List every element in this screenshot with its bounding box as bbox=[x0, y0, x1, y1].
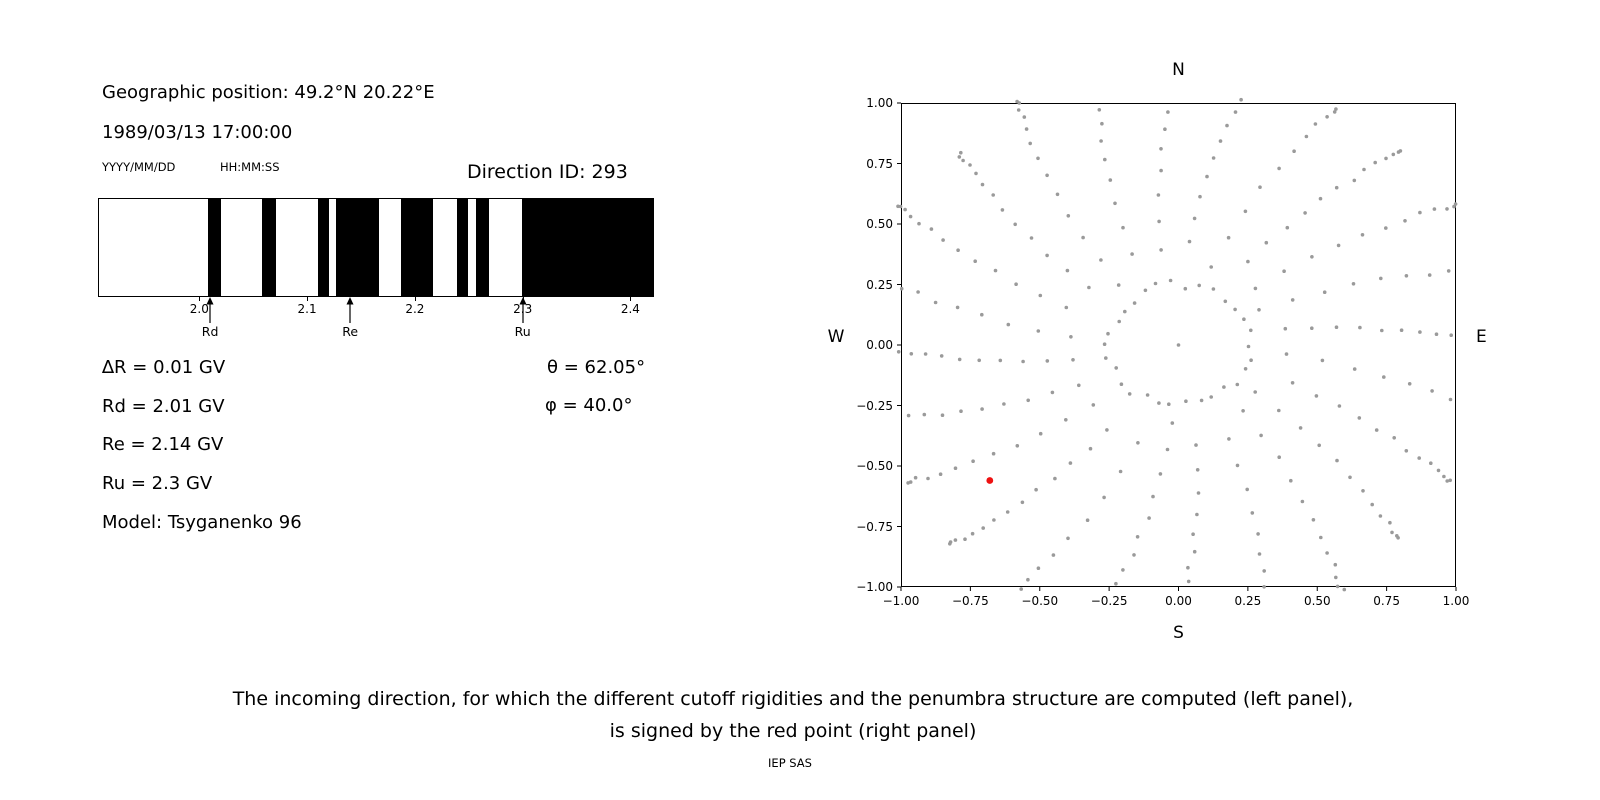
x-tick-label: −0.50 bbox=[1021, 594, 1059, 608]
caption-line-2: is signed by the red point (right panel) bbox=[609, 720, 977, 742]
credit-label: IEP SAS bbox=[768, 756, 812, 770]
time-format-label: HH:MM:SS bbox=[220, 160, 280, 174]
x-tick-label: 0.00 bbox=[1165, 594, 1192, 608]
x-tick-label: 0.25 bbox=[1234, 594, 1262, 608]
y-tick-label: −0.25 bbox=[856, 398, 893, 413]
penumbra-x-tick-label: 2.2 bbox=[405, 302, 425, 316]
penumbra-x-tick bbox=[307, 297, 309, 301]
penumbra-band bbox=[261, 199, 276, 296]
direction-plot-svg bbox=[896, 97, 1458, 592]
penumbra-band bbox=[400, 199, 434, 296]
delta-r-label: ∆R = 0.01 GV bbox=[102, 357, 226, 378]
compass-south-label: S bbox=[1173, 623, 1184, 643]
penumbra-band bbox=[476, 199, 490, 296]
penumbra-band bbox=[456, 199, 468, 296]
up-arrow-icon bbox=[346, 297, 354, 323]
x-tick-label: −0.25 bbox=[1090, 594, 1128, 608]
model-label: Model: Tsyganenko 96 bbox=[102, 512, 302, 533]
datetime-label: 1989/03/13 17:00:00 bbox=[102, 122, 293, 143]
date-format-label: YYYY/MM/DD bbox=[102, 160, 176, 174]
plot-border bbox=[901, 103, 1456, 587]
cutoff-marker-label: Ru bbox=[514, 324, 531, 339]
penumbra-band bbox=[317, 199, 329, 296]
cutoff-marker-rd: Rd bbox=[190, 297, 230, 339]
up-arrow-icon bbox=[206, 297, 214, 323]
penumbra-x-tick bbox=[630, 297, 632, 301]
cutoff-marker-label: Re bbox=[342, 324, 359, 339]
up-arrow-icon bbox=[519, 297, 527, 323]
x-tick-label: −0.75 bbox=[952, 594, 989, 608]
direction-id-label: Direction ID: 293 bbox=[467, 161, 628, 183]
y-tick-label: −0.50 bbox=[856, 459, 893, 473]
red-direction-point bbox=[986, 477, 994, 484]
penumbra-x-tick-label: 2.0 bbox=[189, 302, 209, 316]
theta-label: θ = 62.05° bbox=[547, 357, 646, 378]
penumbra-chart: 2.0 2.1 2.2 2.3 2.4 Rd Re Ru bbox=[98, 198, 654, 348]
caption-line-1: The incoming direction, for which the di… bbox=[232, 688, 1354, 710]
penumbra-plot-area bbox=[98, 198, 654, 297]
y-tick-label: 0.50 bbox=[866, 217, 893, 231]
phi-label: φ = 40.0° bbox=[545, 395, 633, 416]
compass-east-label: E bbox=[1476, 327, 1487, 347]
y-tick-label: −0.75 bbox=[856, 519, 893, 534]
cutoff-marker-label: Rd bbox=[201, 324, 219, 339]
y-tick-label: 0.00 bbox=[866, 338, 893, 352]
penumbra-x-tick-label: 2.1 bbox=[297, 302, 317, 316]
penumbra-x-tick bbox=[199, 297, 201, 301]
asymptotic-direction-dots bbox=[896, 97, 1458, 592]
cutoff-marker-re: Re bbox=[330, 297, 370, 339]
x-tick-label: −1.00 bbox=[882, 594, 920, 608]
penumbra-x-tick-label: 2.4 bbox=[620, 302, 640, 316]
x-tick-label: 0.75 bbox=[1373, 594, 1400, 608]
y-tick-label: 0.75 bbox=[866, 156, 893, 171]
compass-west-label: W bbox=[827, 327, 845, 347]
geo-position-label: Geographic position: 49.2°N 20.22°E bbox=[102, 82, 435, 103]
ru-label: Ru = 2.3 GV bbox=[102, 473, 213, 494]
y-tick-label: 1.00 bbox=[866, 96, 893, 110]
rd-label: Rd = 2.01 GV bbox=[102, 396, 225, 417]
direction-plot: N S W E −1.00 −0.75 −0.50 −0.25 0.00 0.25 0.50… bbox=[828, 60, 1487, 643]
cutoff-marker-ru: Ru bbox=[503, 297, 543, 339]
penumbra-x-tick bbox=[414, 297, 416, 301]
compass-north-label: N bbox=[1172, 60, 1185, 80]
penumbra-band bbox=[207, 199, 221, 296]
x-tick-label: 0.50 bbox=[1303, 594, 1331, 608]
y-tick-label: 0.25 bbox=[866, 277, 893, 292]
re-label: Re = 2.14 GV bbox=[102, 434, 224, 455]
penumbra-band bbox=[336, 199, 380, 296]
penumbra-band bbox=[521, 199, 653, 296]
x-tick-label: 1.00 bbox=[1442, 594, 1470, 608]
y-tick-label: −1.00 bbox=[856, 580, 893, 594]
